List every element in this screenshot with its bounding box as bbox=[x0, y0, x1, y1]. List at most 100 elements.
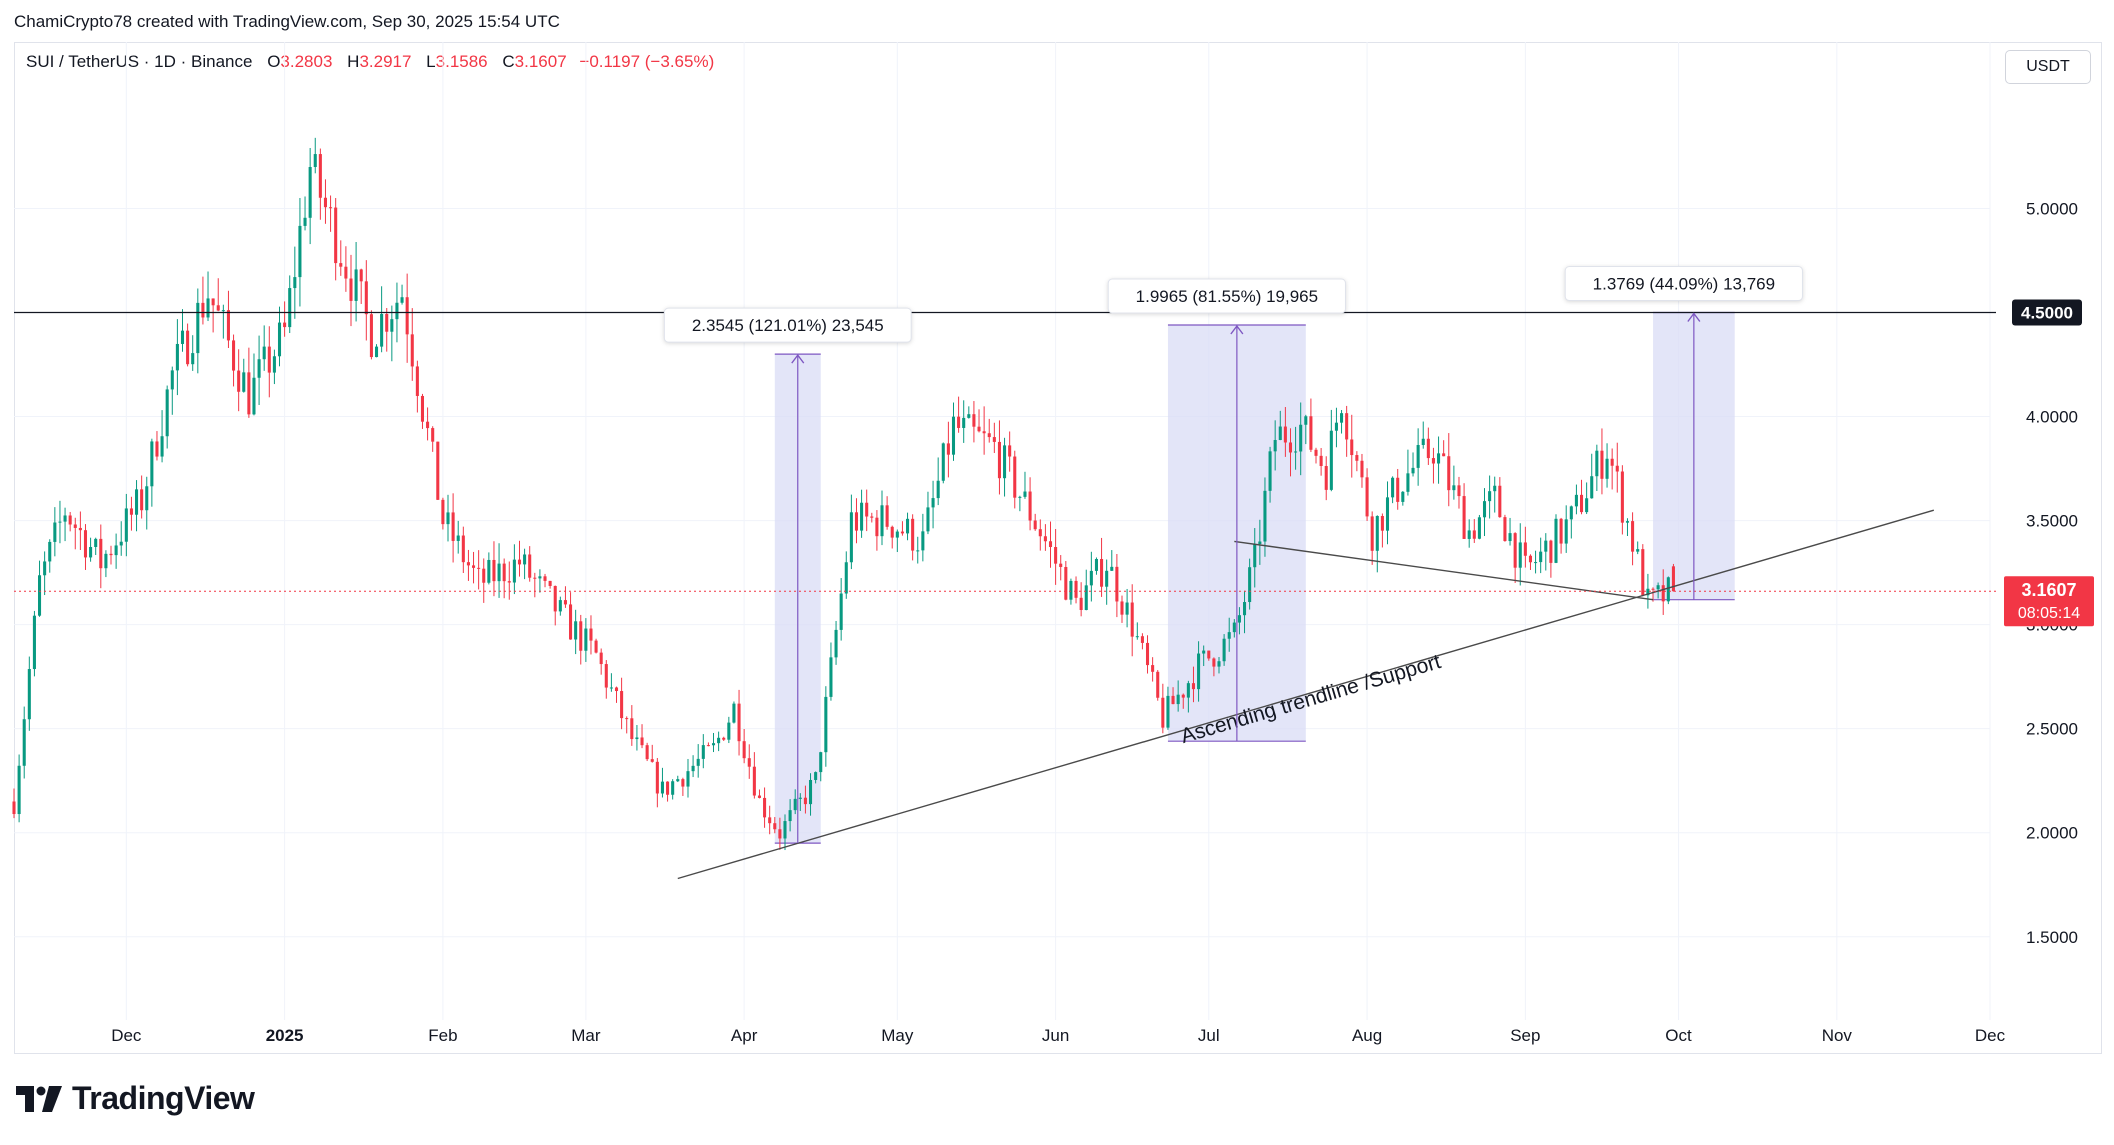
candle-body bbox=[1166, 695, 1170, 728]
candle-body bbox=[1345, 413, 1349, 440]
candle-body bbox=[763, 797, 767, 818]
candle-body bbox=[1253, 544, 1257, 568]
candle-body bbox=[89, 547, 93, 558]
candle-body bbox=[1304, 416, 1308, 425]
currency-button[interactable]: USDT bbox=[2005, 50, 2091, 84]
candle-body bbox=[706, 745, 710, 747]
candle-body bbox=[717, 737, 721, 744]
legend-open-label: O bbox=[267, 52, 281, 71]
candle-body bbox=[1631, 521, 1635, 552]
candle-body bbox=[1202, 650, 1206, 654]
candle-body bbox=[803, 797, 807, 805]
candle-body bbox=[788, 810, 792, 822]
x-tick-label: Dec bbox=[111, 1026, 142, 1045]
candle-body bbox=[895, 531, 899, 538]
candle-body bbox=[1437, 453, 1441, 464]
candle-body bbox=[696, 758, 700, 766]
y-tick-label: 1.5000 bbox=[2026, 928, 2078, 947]
candle-body bbox=[1462, 496, 1466, 539]
candle-body bbox=[456, 535, 460, 541]
measure-label-box bbox=[1564, 266, 1803, 302]
candle-body bbox=[1003, 445, 1007, 479]
candle-body bbox=[1043, 536, 1047, 542]
candle-body bbox=[936, 480, 940, 499]
candle-body bbox=[1564, 519, 1568, 544]
candle-body bbox=[558, 600, 562, 612]
candle-body bbox=[671, 781, 675, 795]
candle-body bbox=[1482, 501, 1487, 518]
candle-body bbox=[226, 310, 230, 341]
candle-body bbox=[701, 745, 705, 759]
candle-body bbox=[1385, 497, 1390, 531]
candle-body bbox=[1140, 636, 1144, 643]
candle-body bbox=[926, 507, 930, 532]
candle-body bbox=[477, 567, 481, 569]
legend-change: −0.1197 (−3.65%) bbox=[579, 52, 715, 71]
symbol-legend[interactable]: SUI / TetherUS · 1D · Binance O3.2803 H3… bbox=[26, 52, 714, 72]
y-tick-label: 2.0000 bbox=[2026, 824, 2078, 843]
candle-body bbox=[32, 615, 36, 670]
candle-body bbox=[911, 518, 915, 551]
candle-body bbox=[1186, 683, 1190, 698]
candle-body bbox=[1585, 498, 1589, 513]
tradingview-wordmark: TradingView bbox=[72, 1080, 255, 1116]
candle-body bbox=[1100, 558, 1104, 587]
candle-body bbox=[1370, 516, 1374, 551]
candle-body bbox=[1038, 529, 1042, 537]
candle-body bbox=[329, 207, 333, 209]
candle-body bbox=[507, 581, 511, 583]
candle-body bbox=[1334, 422, 1338, 431]
candle-body bbox=[1467, 530, 1471, 539]
candle-body bbox=[1110, 566, 1114, 571]
candle-body bbox=[58, 521, 62, 523]
legend-open-value: 3.2803 bbox=[280, 52, 333, 71]
measure-label-box bbox=[663, 307, 912, 343]
candle-body bbox=[339, 263, 343, 267]
candle-body bbox=[1579, 494, 1584, 513]
candle-body bbox=[1294, 451, 1298, 453]
candle-body bbox=[446, 512, 450, 525]
y-tick-label: 3.5000 bbox=[2026, 512, 2078, 531]
candle-body bbox=[247, 372, 251, 415]
legend-low-value: 3.1586 bbox=[435, 52, 488, 71]
candle-body bbox=[1105, 570, 1109, 587]
candle-body bbox=[1605, 458, 1609, 479]
candle-body bbox=[1498, 485, 1502, 518]
candle-body bbox=[1426, 438, 1430, 459]
candle-body bbox=[977, 426, 981, 432]
candle-body bbox=[1181, 694, 1185, 698]
candle-body bbox=[1207, 650, 1211, 659]
candle-body bbox=[1528, 555, 1532, 563]
tradingview-logo[interactable]: TradingView bbox=[16, 1080, 255, 1117]
candle-body bbox=[150, 441, 154, 487]
candle-body bbox=[1197, 653, 1201, 690]
candle-body bbox=[43, 561, 47, 576]
candle-body bbox=[1028, 491, 1032, 521]
candle-body bbox=[962, 417, 966, 428]
candle-body bbox=[451, 512, 455, 541]
chart-caption: ChamiCrypto78 created with TradingView.c… bbox=[14, 12, 560, 31]
legend-high-value: 3.2917 bbox=[359, 52, 412, 71]
candle-body bbox=[186, 330, 190, 365]
candle-body bbox=[1314, 449, 1318, 456]
candle-body bbox=[620, 691, 624, 719]
candle-body bbox=[1488, 491, 1492, 502]
measure-arrow-head bbox=[791, 353, 805, 364]
candle-body bbox=[1661, 585, 1665, 602]
candle-body bbox=[1008, 445, 1012, 457]
candle-body bbox=[834, 629, 838, 658]
candle-body bbox=[997, 441, 1001, 479]
candle-body bbox=[1391, 477, 1395, 498]
candle-body bbox=[400, 297, 404, 303]
candle-body bbox=[1145, 642, 1150, 666]
legend-symbol: SUI / TetherUS · 1D · Binance bbox=[26, 52, 253, 71]
candle-body bbox=[369, 314, 373, 358]
candle-body bbox=[267, 346, 271, 373]
candle-body bbox=[1013, 456, 1017, 498]
candle-body bbox=[472, 565, 476, 568]
candle-body bbox=[104, 553, 108, 569]
candle-body bbox=[737, 703, 741, 742]
candle-body bbox=[63, 515, 67, 522]
candle-body bbox=[1625, 521, 1630, 523]
